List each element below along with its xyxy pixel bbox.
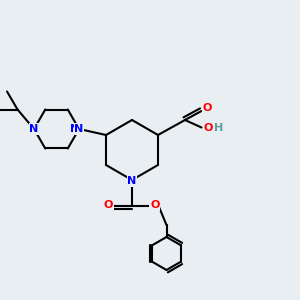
Text: O: O: [203, 123, 213, 134]
Text: O: O: [202, 103, 212, 113]
Text: N: N: [70, 124, 79, 134]
Text: O: O: [104, 200, 113, 211]
Text: N: N: [128, 176, 136, 187]
Text: O: O: [150, 200, 160, 211]
Text: N: N: [29, 124, 39, 134]
Text: H: H: [214, 123, 224, 134]
Text: N: N: [74, 124, 84, 134]
